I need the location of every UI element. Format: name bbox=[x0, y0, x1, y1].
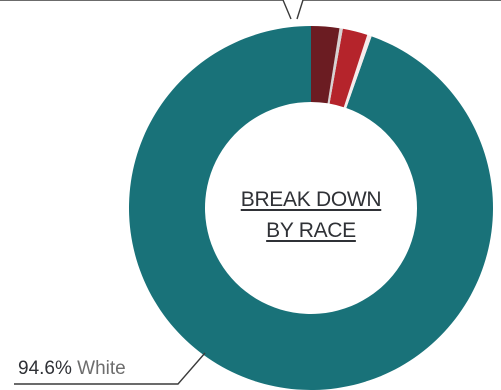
donut-slice-segment-3 bbox=[327, 28, 343, 104]
slice-label-white-name: White bbox=[77, 358, 126, 379]
donut-slice-segment-2 bbox=[329, 28, 368, 108]
slice-label-white: 94.6% White bbox=[18, 358, 126, 380]
donut-slice-segment-4 bbox=[311, 26, 340, 104]
center-title-line-1: BREAK DOWN bbox=[240, 188, 382, 211]
leader-line-white bbox=[14, 352, 206, 385]
donut-slice-segment-1 bbox=[343, 34, 372, 109]
center-title-line-2: BY RACE bbox=[266, 219, 356, 242]
leader-line-top-2 bbox=[296, 0, 501, 20]
donut-slice-white bbox=[128, 26, 494, 390]
chart-center-title: BREAK DOWN BY RACE bbox=[213, 184, 409, 246]
slice-label-white-percent: 94.6% bbox=[18, 358, 72, 379]
leader-line-top-1 bbox=[0, 0, 292, 20]
